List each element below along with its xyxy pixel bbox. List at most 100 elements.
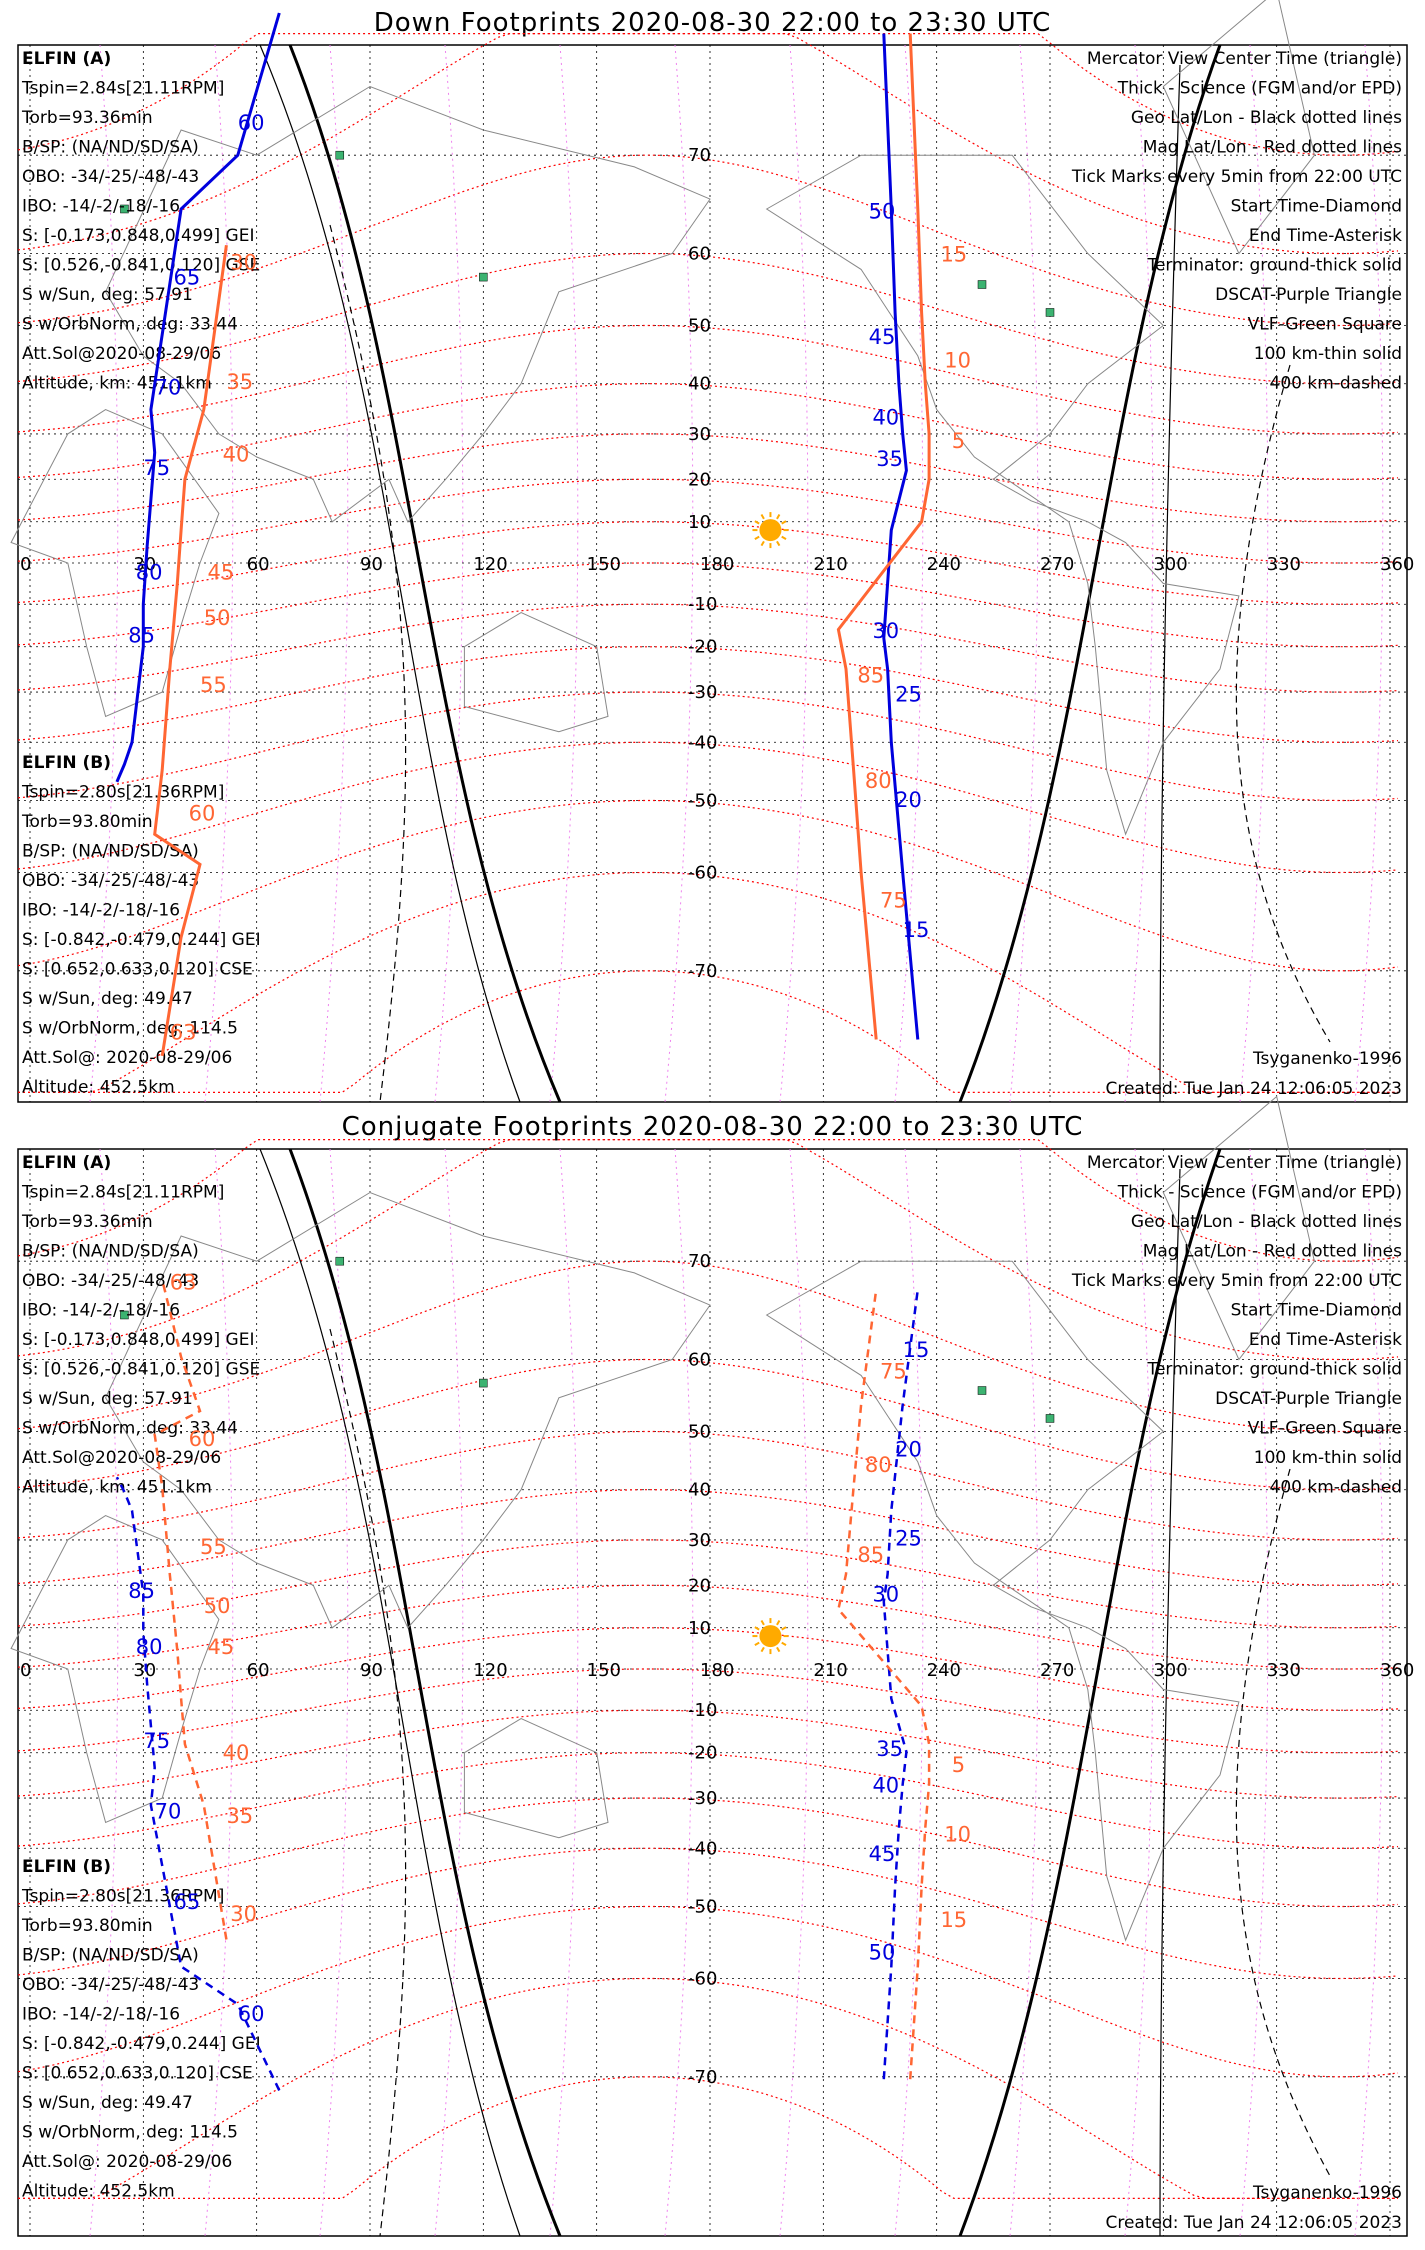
elfin-b-conjugate-tick-label: 55 [200, 1535, 227, 1559]
mag-longitude-line [549, 1148, 579, 2237]
legend-item: Tick Marks every 5min from 22:00 UTC [1071, 1271, 1402, 1291]
lon-tick-label: 150 [587, 554, 621, 575]
elfin-b-conjugate-track-east [837, 1289, 931, 2080]
mag-longitude-line [549, 44, 579, 1103]
mag-longitude-line [779, 44, 809, 1103]
elfin-a-tick-label: 45 [869, 325, 896, 349]
vlf-station-icon [479, 272, 488, 282]
coastline [463, 1718, 609, 1839]
elfin-a-track [115, 12, 281, 783]
elfin-a-conjugate-tick-label: 25 [895, 1527, 922, 1551]
elfin-b-info-line: S w/OrbNorm, deg: 114.5 [22, 2123, 238, 2143]
elfin-b-tick-label: 85 [857, 664, 884, 688]
elfin-b-info-line: OBO: -34/-25/-48/-43 [22, 871, 199, 891]
elfin-b-info-line: Altitude: 452.5km [22, 2182, 175, 2202]
mag-latitude-line [17, 1905, 1399, 2078]
coastline [10, 409, 220, 718]
conjugate-map-frame [17, 1148, 1408, 2237]
elfin-b-tick-label: 15 [940, 243, 967, 267]
legend-item: Start Time-Diamond [1231, 1301, 1402, 1321]
legend-item: Thick - Science (FGM and/or EPD) [1117, 1183, 1402, 1203]
mag-longitude-line [779, 1148, 809, 2237]
mag-longitude-line [1124, 1148, 1154, 2237]
lat-tick-label: 30 [688, 1530, 711, 1551]
elfin-a-info-line: Altitude, km: 451.1km [22, 1478, 212, 1498]
elfin-a-tick-label: 35 [876, 447, 903, 471]
terminator-100km-east [1159, 1168, 1181, 2237]
lat-tick-label: -30 [688, 682, 717, 703]
elfin-b-conjugate-tick-label: 85 [857, 1543, 884, 1567]
elfin-a-info-line: OBO: -34/-25/-48/-43 [22, 167, 199, 187]
elfin-b-info-line: S: [-0.842,-0.479,0.244] GEI [22, 2034, 261, 2054]
legend-item: Mercator View Center Time (triangle) [1087, 1153, 1402, 1173]
elfin-a-info-line: S: [0.526,-0.841,0.120] GSE [22, 256, 260, 276]
lon-tick-label: 120 [473, 1660, 507, 1681]
legend-item: Mag Lat/Lon - Red dotted lines [1143, 138, 1402, 158]
lon-tick-label: 210 [813, 554, 847, 575]
lat-tick-label: -10 [688, 594, 717, 615]
elfin-b-info-line: S w/Sun, deg: 49.47 [22, 2093, 193, 2113]
elfin-b-info-line: Att.Sol@: 2020-08-29/06 [22, 2152, 232, 2172]
mag-latitude-line [17, 603, 1399, 693]
elfin-b-conjugate-tick-label: 40 [223, 1741, 250, 1765]
legend-item: End Time-Asterisk [1249, 226, 1402, 246]
sun-ray [781, 1626, 787, 1631]
lat-tick-label: -20 [688, 637, 717, 658]
mag-longitude-line [434, 1148, 464, 2237]
elfin-a-conjugate-tick-label: 75 [143, 1729, 170, 1753]
mag-longitude-line [434, 44, 464, 1103]
sun-ray [781, 1641, 787, 1646]
sun-ray [781, 535, 787, 540]
legend-item: DSCAT-Purple Triangle [1215, 1389, 1402, 1409]
elfin-a-info-line: S: [-0.173,0.848,0.499] GEI [22, 1330, 254, 1350]
sun-ray [760, 513, 765, 520]
elfin-a-info: ELFIN (A) Tspin=2.84s[21.11RPM] Torb=93.36… [21, 49, 260, 394]
vlf-station-icon [120, 204, 129, 214]
elfin-b-info-line: S: [-0.842,-0.479,0.244] GEI [22, 930, 261, 950]
elfin-b-info-line: S w/OrbNorm, deg: 114.5 [22, 1019, 238, 1039]
vlf-station-icon [335, 150, 345, 160]
mag-longitude-line [1009, 44, 1039, 1103]
elfin-b-tick-label: 55 [200, 673, 227, 697]
lat-tick-label: -70 [688, 961, 717, 982]
elfin-a-tick-label: 30 [872, 619, 899, 643]
mag-latitude-line [17, 1627, 1399, 1711]
elfin-a-info-line: S w/Sun, deg: 57.91 [22, 285, 193, 305]
legend: Mercator View Center Time (triangle) Thic… [1071, 1153, 1402, 1498]
elfin-a-info-line: Tspin=2.84s[21.11RPM] [21, 1183, 224, 1203]
mag-latitude-line [17, 1139, 1399, 1361]
elfin-a-conjugate-tick-label: 50 [869, 1940, 896, 1964]
lat-tick-label: 20 [688, 1575, 711, 1596]
elfin-b-info-line: Tspin=2.80s[21.36RPM] [21, 783, 224, 803]
elfin-b-conjugate-tick-label: 10 [944, 1822, 971, 1846]
mag-latitude-line [17, 1539, 1399, 1629]
elfin-b-tick-label: 5 [952, 429, 965, 453]
sun-ray [754, 1641, 760, 1646]
elfin-a-info-line: B/SP: (NA/ND/SD/SA) [22, 138, 199, 158]
mag-latitude-line [17, 324, 1399, 435]
mag-longitude-line [664, 44, 694, 1103]
mag-latitude-line [18, 1977, 1398, 2199]
elfin-a-track-east [882, 33, 920, 1040]
legend-item: Terminator: ground-thick solid [1146, 1360, 1402, 1380]
elfin-b-info-line: Att.Sol@: 2020-08-29/06 [22, 1048, 232, 1068]
lon-tick-label: 180 [700, 554, 734, 575]
lat-tick-label: 70 [688, 145, 711, 166]
lat-tick-label: 60 [688, 244, 711, 265]
elfin-a-info-line: Tspin=2.84s[21.11RPM] [21, 79, 224, 99]
lat-tick-label: 20 [688, 469, 711, 490]
vlf-station-icon [335, 1256, 345, 1266]
elfin-b-info-line: OBO: -34/-25/-48/-43 [22, 1975, 199, 1995]
elfin-a-tick-label: 65 [174, 266, 201, 290]
elfin-b-info-line: Torb=93.80min [21, 1916, 153, 1936]
legend-item: Geo Lat/Lon - Black dotted lines [1131, 108, 1402, 128]
lon-tick-label: 240 [927, 1660, 961, 1681]
sun-ray [760, 1619, 765, 1626]
lon-tick-label: 0 [20, 554, 31, 575]
elfin-b-conjugate-tick-label: 60 [189, 1427, 216, 1451]
mag-latitude-line [17, 1260, 1399, 1433]
elfin-a-info-line: B/SP: (NA/ND/SD/SA) [22, 1242, 199, 1262]
elfin-a-info-line: IBO: -14/-2/-18/-16 [22, 197, 180, 217]
legend-item: Tick Marks every 5min from 22:00 UTC [1071, 167, 1402, 187]
elfin-a-conjugate-tick-label: 35 [876, 1737, 903, 1761]
